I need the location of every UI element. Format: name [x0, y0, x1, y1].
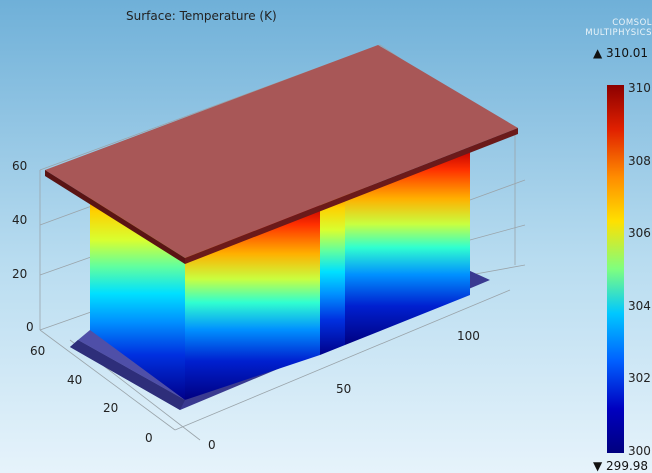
logo-line2: MULTIPHYSICS	[585, 28, 652, 38]
x-tick-100: 100	[457, 329, 480, 343]
colorbar-tick-300: 300	[628, 444, 651, 458]
z-tick-20: 20	[12, 267, 27, 281]
colorbar-tick-310: 310	[628, 81, 651, 95]
z-tick-60: 60	[12, 159, 27, 173]
z-tick-0: 0	[26, 320, 34, 334]
color-legend: 310 308 306 304 302 300	[607, 81, 651, 458]
top-plate[interactable]	[45, 45, 518, 264]
comsol-logo: COMSOL MULTIPHYSICS	[568, 18, 652, 38]
colorbar-tick-308: 308	[628, 154, 651, 168]
colorbar-tick-302: 302	[628, 371, 651, 385]
y-tick-0: 0	[145, 431, 153, 445]
colorbar-max-label: ▲ 310.01	[593, 46, 649, 60]
y-tick-20: 20	[103, 401, 118, 415]
z-tick-40: 40	[12, 213, 27, 227]
x-tick-50: 50	[336, 382, 351, 396]
colorbar-gradient	[607, 85, 624, 453]
x-tick-0: 0	[208, 438, 216, 452]
logo-line1: COMSOL	[612, 18, 652, 28]
colorbar-min-label: ▼ 299.98	[593, 459, 649, 473]
y-tick-60: 60	[30, 344, 45, 358]
colorbar-tick-306: 306	[628, 226, 651, 240]
heat-block-right[interactable]	[320, 150, 470, 355]
plot-title: Surface: Temperature (K)	[126, 9, 277, 23]
colorbar-tick-304: 304	[628, 299, 651, 313]
y-tick-40: 40	[67, 373, 82, 387]
